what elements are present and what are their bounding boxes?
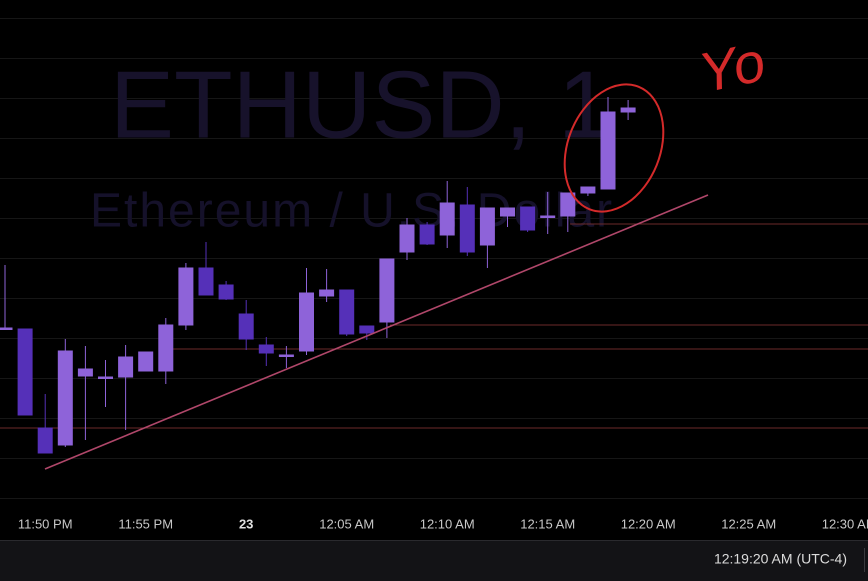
candle-body — [620, 107, 636, 113]
candle-body — [379, 258, 395, 323]
candle-body — [299, 292, 314, 352]
status-bar — [0, 540, 868, 581]
candle-body — [439, 202, 455, 236]
candle-body — [520, 206, 536, 231]
x-tick-label: 12:10 AM — [420, 516, 475, 531]
candle-body — [238, 313, 254, 340]
candle-body — [138, 351, 154, 372]
x-tick-label: 11:50 PM — [18, 516, 73, 531]
candle-body — [459, 204, 475, 253]
candle-body — [580, 186, 596, 194]
trend-line — [44, 194, 709, 470]
candle-body — [319, 289, 335, 297]
candle-body — [600, 111, 616, 190]
candle-body — [278, 354, 294, 357]
status-time[interactable]: 12:19:20 AM (UTC-4) — [714, 551, 847, 567]
candle-body — [399, 224, 415, 253]
candle-body — [0, 327, 13, 330]
candle-body — [540, 215, 556, 218]
candle-body — [158, 324, 174, 372]
candle-body — [37, 427, 53, 454]
candle-body — [258, 344, 274, 354]
circle-annotation — [563, 83, 665, 213]
candle-body — [98, 376, 113, 379]
candle-body — [359, 325, 375, 334]
candle-body — [419, 224, 435, 245]
candle-body — [560, 192, 576, 217]
candle-body — [118, 356, 134, 378]
x-tick-label: 12:30 AM — [822, 516, 868, 531]
x-tick-label: 12:15 AM — [520, 516, 575, 531]
candles — [0, 97, 636, 454]
candle-body — [57, 350, 73, 446]
candle-body — [479, 207, 495, 246]
background — [0, 0, 868, 540]
candle-body — [218, 284, 234, 300]
candle-body — [178, 267, 194, 326]
x-axis: 11:50 PM 11:55 PM 23 12:05 AM 12:10 AM 12:15 … — [18, 516, 868, 531]
annotation-text: Yo — [693, 29, 770, 104]
watermark-title: ETHUSD, 1 — [110, 51, 611, 158]
x-tick-label: 11:55 PM — [118, 516, 173, 531]
watermark-subtitle: Ethereum / U.S. Dollar — [90, 185, 614, 238]
candle-body — [17, 328, 33, 416]
candle-body — [77, 368, 93, 377]
candle-body — [500, 207, 515, 217]
x-tick-label: 12:20 AM — [621, 516, 676, 531]
x-tick-label: 12:25 AM — [721, 516, 776, 531]
x-tick-label: 12:05 AM — [319, 516, 374, 531]
grid — [0, 18, 868, 499]
candle-body — [198, 267, 214, 296]
x-tick-label: 23 — [239, 516, 253, 531]
candle-body — [339, 289, 355, 335]
